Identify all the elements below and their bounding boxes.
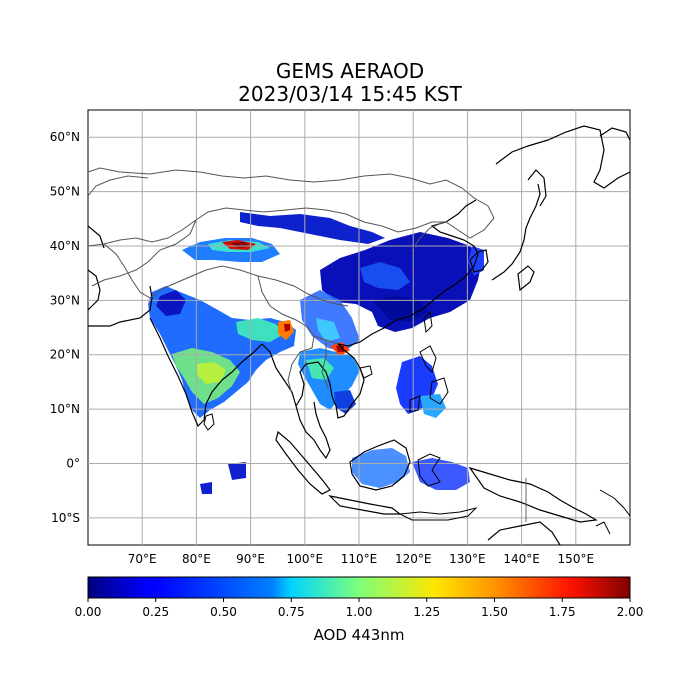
lat-tick-label: 0° <box>66 456 80 470</box>
map-title: GEMS AERAOD <box>275 59 425 83</box>
colorbar-ticks: 0.00 0.25 0.50 0.75 1.00 1.25 1.50 1.75 2.00 <box>75 598 644 619</box>
lon-tick-label: 70°E <box>128 552 157 566</box>
lat-tick-label: 30°N <box>50 293 80 307</box>
lon-tick-label: 100°E <box>287 552 324 566</box>
lat-tick-label: 40°N <box>50 239 80 253</box>
lon-tick-label: 120°E <box>395 552 432 566</box>
colorbar-tick-label: 0.75 <box>278 605 305 619</box>
lon-tick-label: 110°E <box>341 552 378 566</box>
colorbar-tick-label: 1.50 <box>481 605 508 619</box>
coastlines <box>88 125 630 545</box>
lat-tick-label: 10°S <box>51 511 80 525</box>
colorbar-tick-label: 0.00 <box>75 605 102 619</box>
gridlines <box>88 110 630 545</box>
colorbar-tick-label: 0.50 <box>210 605 237 619</box>
colorbar-label: AOD 443nm <box>314 626 405 644</box>
colorbar-tick-label: 2.00 <box>617 605 644 619</box>
map-timestamp: 2023/03/14 15:45 KST <box>238 82 462 106</box>
lat-tick-label: 60°N <box>50 130 80 144</box>
lon-tick-label: 150°E <box>558 552 595 566</box>
lon-tick-label: 90°E <box>236 552 265 566</box>
longitude-labels: 70°E 80°E 90°E 100°E 110°E 120°E 130°E 140°E 150… <box>128 552 594 566</box>
lon-tick-label: 130°E <box>449 552 486 566</box>
colorbar <box>88 577 630 598</box>
colorbar-tick-label: 1.00 <box>346 605 373 619</box>
lat-tick-label: 10°N <box>50 402 80 416</box>
lon-tick-label: 80°E <box>182 552 211 566</box>
colorbar-tick-label: 1.75 <box>549 605 576 619</box>
lat-tick-label: 20°N <box>50 348 80 362</box>
latitude-labels: 60°N 50°N 40°N 30°N 20°N 10°N 0° 10°S <box>50 130 80 525</box>
lon-tick-label: 140°E <box>503 552 540 566</box>
colorbar-tick-label: 1.25 <box>413 605 440 619</box>
country-borders <box>88 167 495 395</box>
lat-tick-label: 50°N <box>50 185 80 199</box>
aod-field <box>148 212 484 494</box>
colorbar-tick-label: 0.25 <box>142 605 169 619</box>
